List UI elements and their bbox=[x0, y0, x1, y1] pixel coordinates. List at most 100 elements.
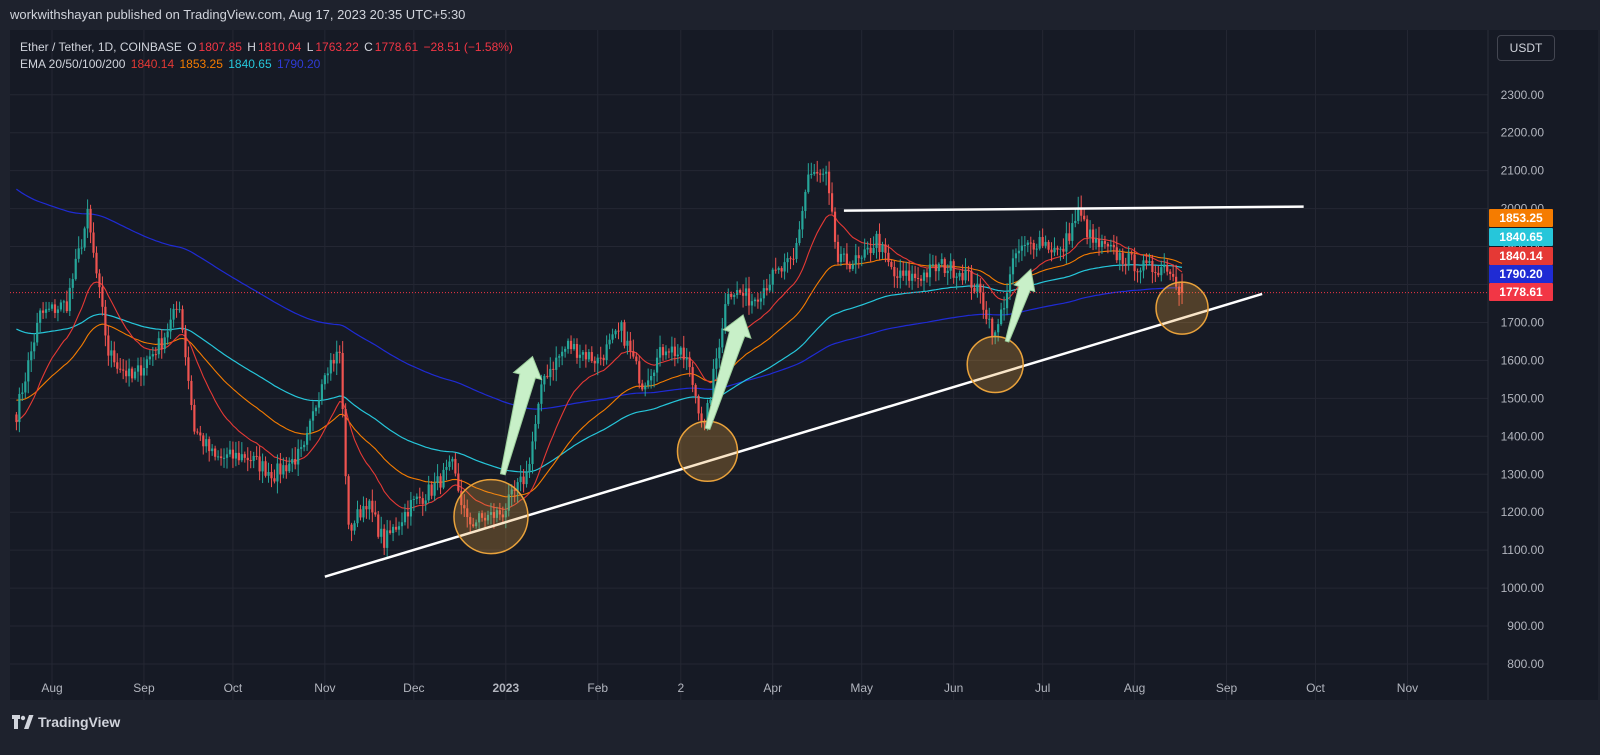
time-tick-label: Jul bbox=[1035, 681, 1050, 695]
candle-body bbox=[424, 500, 427, 504]
candle-body bbox=[896, 276, 899, 278]
candle-body bbox=[985, 309, 988, 320]
candle-body bbox=[712, 368, 715, 400]
candle-body bbox=[1100, 241, 1104, 248]
candle-body bbox=[297, 448, 300, 465]
candle-body bbox=[154, 354, 157, 356]
candle-body bbox=[1124, 263, 1127, 266]
candle-body bbox=[279, 463, 282, 475]
candle-body bbox=[768, 284, 771, 291]
candle-body bbox=[566, 340, 570, 349]
candle-body bbox=[308, 420, 312, 433]
candle-body bbox=[1056, 247, 1059, 250]
candle-body bbox=[228, 449, 232, 455]
candle-body bbox=[525, 471, 528, 485]
candle-body bbox=[973, 287, 976, 292]
candle-body bbox=[397, 526, 401, 530]
candle-body bbox=[374, 512, 377, 515]
time-tick-label: 2023 bbox=[492, 681, 519, 695]
candle-body bbox=[243, 454, 246, 458]
candle-body bbox=[1035, 248, 1038, 250]
candle-body bbox=[830, 193, 834, 212]
candle-body bbox=[249, 460, 252, 462]
candle-body bbox=[1008, 274, 1012, 293]
price-tick-label: 1200.00 bbox=[1501, 505, 1545, 519]
candle-body bbox=[928, 264, 932, 278]
candle-body bbox=[377, 514, 380, 537]
candle-body bbox=[371, 500, 374, 513]
candle-body bbox=[1086, 219, 1089, 238]
currency-button[interactable]: USDT bbox=[1497, 35, 1555, 61]
candle-body bbox=[1029, 242, 1032, 244]
candle-body bbox=[237, 452, 240, 461]
candle-body bbox=[1175, 276, 1178, 287]
candle-body bbox=[522, 476, 525, 485]
candle-body bbox=[285, 465, 288, 472]
candle-body bbox=[1026, 242, 1029, 245]
candle-body bbox=[175, 308, 178, 310]
candle-body bbox=[765, 288, 768, 291]
price-axis[interactable]: 800.00 900.00 1000.00 1100.00 1200.00 1300.00… bbox=[1489, 88, 1553, 671]
price-badge bbox=[1489, 209, 1553, 227]
candle-body bbox=[211, 448, 214, 452]
candle-body bbox=[537, 403, 540, 424]
candle-body bbox=[833, 211, 837, 242]
candle-body bbox=[116, 362, 119, 369]
candle-body bbox=[727, 293, 730, 305]
candle-body bbox=[979, 283, 982, 293]
candle-body bbox=[400, 522, 404, 527]
candle-body bbox=[489, 511, 493, 515]
candle-body bbox=[469, 517, 472, 525]
candle-body bbox=[389, 530, 392, 534]
ema-200-line bbox=[16, 188, 1183, 410]
candle-body bbox=[682, 347, 685, 360]
tradingview-logo[interactable]: TradingView bbox=[12, 712, 120, 732]
candle-body bbox=[300, 447, 303, 449]
candle-body bbox=[997, 324, 1000, 333]
candle-body bbox=[863, 249, 866, 258]
candle-body bbox=[822, 173, 825, 175]
candle-body bbox=[261, 461, 264, 472]
candle-body bbox=[495, 510, 498, 518]
candle-body bbox=[534, 423, 537, 442]
time-tick-label: Dec bbox=[403, 681, 424, 695]
candle-body bbox=[1002, 308, 1006, 310]
candle-body bbox=[1121, 252, 1124, 264]
candle-body bbox=[893, 266, 896, 277]
up-arrow bbox=[499, 355, 543, 476]
candle-body bbox=[113, 350, 116, 363]
candle-body bbox=[626, 340, 629, 346]
candle-body bbox=[955, 276, 958, 278]
candle-body bbox=[1166, 265, 1169, 272]
candle-body bbox=[839, 253, 843, 262]
candle-body bbox=[774, 269, 777, 271]
candle-body bbox=[1118, 252, 1121, 261]
candle-body bbox=[353, 523, 356, 531]
time-tick-label: Aug bbox=[41, 681, 62, 695]
time-axis[interactable]: Aug Sep Oct Nov Dec 2023 Feb 2 Apr May Jun Jul Aug Se… bbox=[41, 681, 1418, 695]
tradingview-icon bbox=[12, 715, 34, 729]
candle-body bbox=[187, 357, 190, 381]
candle-body bbox=[792, 258, 795, 260]
candle-body bbox=[816, 171, 819, 174]
ema-200-path bbox=[16, 188, 1183, 410]
price-tick-label: 1600.00 bbox=[1501, 353, 1545, 367]
candle-body bbox=[783, 262, 786, 272]
ema-label[interactable]: EMA 20/50/100/200 bbox=[20, 57, 126, 71]
candle-body bbox=[890, 261, 893, 267]
candle-body bbox=[623, 322, 626, 346]
candle-body bbox=[475, 522, 478, 527]
candle-body bbox=[688, 357, 691, 368]
candle-body bbox=[697, 395, 700, 414]
candle-body bbox=[1163, 265, 1166, 268]
candle-body bbox=[136, 365, 140, 372]
candle-body bbox=[561, 351, 564, 357]
candle-body bbox=[795, 243, 798, 259]
candle-body bbox=[516, 482, 519, 491]
candle-body bbox=[916, 278, 920, 280]
candle-body bbox=[1017, 250, 1021, 254]
candle-body bbox=[98, 273, 101, 288]
price-tick-label: 2100.00 bbox=[1501, 164, 1545, 178]
symbol-title[interactable]: Ether / Tether, 1D, COINBASE bbox=[20, 40, 182, 54]
